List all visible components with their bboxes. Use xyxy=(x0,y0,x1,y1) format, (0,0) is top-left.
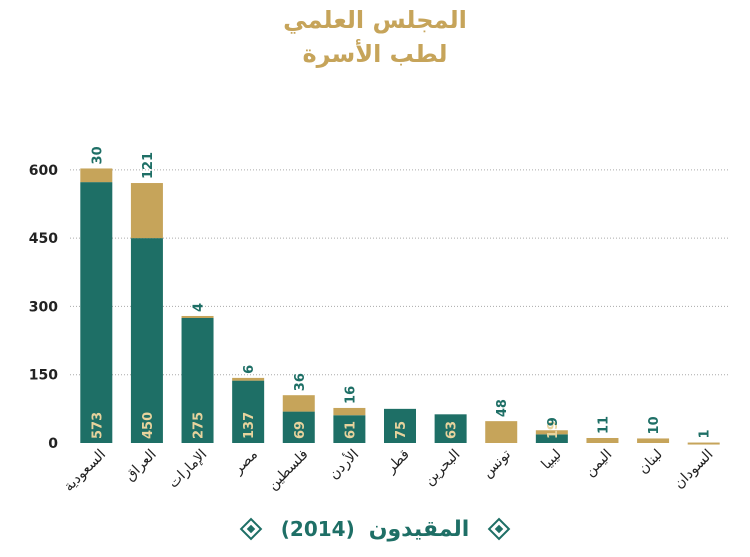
x-category-label: ليبيا xyxy=(538,447,564,473)
chart-title-line-2: لطب الأسرة xyxy=(302,40,448,68)
bar-base-label: 19 xyxy=(546,421,561,439)
y-tick-label: 600 xyxy=(29,163,58,179)
bar-base xyxy=(434,414,467,443)
bar-top xyxy=(687,442,720,445)
x-category-label: اليمن xyxy=(582,447,615,480)
y-tick-label: 150 xyxy=(29,368,58,384)
bar-top xyxy=(80,168,113,183)
bar-base xyxy=(535,434,568,443)
bar-base xyxy=(282,411,315,443)
bar-top xyxy=(535,430,568,435)
bar-base xyxy=(80,182,113,443)
bar-base xyxy=(130,238,163,443)
bar-top-label: 16 xyxy=(343,386,358,404)
chart-title-line-1: المجلس العلمي xyxy=(283,6,467,34)
y-tick-label: 300 xyxy=(29,299,58,315)
legend: المقيدون (2014) xyxy=(0,512,750,546)
bar-top-label: 36 xyxy=(293,373,308,391)
bar-base-label: 61 xyxy=(343,421,358,439)
bar-base-label: 573 xyxy=(90,412,105,439)
bar-top-label: 121 xyxy=(141,152,156,179)
x-category-label: فلسطين xyxy=(265,447,312,494)
bar-top-label: 11 xyxy=(596,416,611,434)
diamond-icon xyxy=(239,517,263,541)
bar-top xyxy=(333,407,366,416)
bar-base-label: 450 xyxy=(141,412,156,439)
x-category-label: لبنان xyxy=(635,447,666,478)
bar-top xyxy=(130,183,163,239)
x-category-label: تونس xyxy=(479,446,514,481)
x-category-label: مصر xyxy=(230,447,261,478)
bar-base-label: 275 xyxy=(192,412,207,439)
x-category-label: العراق xyxy=(122,447,160,485)
y-tick-label: 450 xyxy=(29,231,58,247)
legend-label: المقيدون xyxy=(368,516,470,542)
y-tick-label: 0 xyxy=(48,436,58,452)
bar-base xyxy=(181,317,214,443)
diamond-icon xyxy=(487,517,511,541)
bar-base-label: 69 xyxy=(293,421,308,439)
x-category-label: السودان xyxy=(671,447,716,492)
bar-top xyxy=(232,377,265,381)
x-category-label: الأردن xyxy=(325,445,363,483)
bar-base-label: 63 xyxy=(445,421,460,439)
bar-top-label: 10 xyxy=(647,416,662,434)
bar-top-label: 6 xyxy=(242,365,257,374)
legend-year: (2014) xyxy=(280,517,355,541)
bar-top xyxy=(485,421,518,443)
bar-top xyxy=(282,395,315,412)
bar-top-label: 4 xyxy=(192,303,207,312)
bar-top-label: 48 xyxy=(495,399,510,417)
bar-chart: 0 150 300 450 600 573 30 السعودية 450 121 العراق 27… xyxy=(29,146,728,495)
x-category-label: الإمارات xyxy=(165,447,210,492)
bar-base xyxy=(333,415,366,443)
x-category-label: السعودية xyxy=(61,447,109,495)
x-category-label: البحرين xyxy=(421,447,463,489)
x-category-label: قطر xyxy=(382,447,412,477)
bar-base xyxy=(384,408,416,443)
bar-top xyxy=(181,315,214,318)
bar-top-label: 30 xyxy=(90,146,105,164)
bar-top-label: 9 xyxy=(546,417,561,426)
bar-top-label: 1 xyxy=(698,429,713,438)
bar-top xyxy=(637,438,670,443)
bar-base-label: 137 xyxy=(242,412,257,439)
bar-base-label: 75 xyxy=(394,421,409,439)
bar-base xyxy=(232,380,265,443)
bar-top xyxy=(586,437,619,443)
